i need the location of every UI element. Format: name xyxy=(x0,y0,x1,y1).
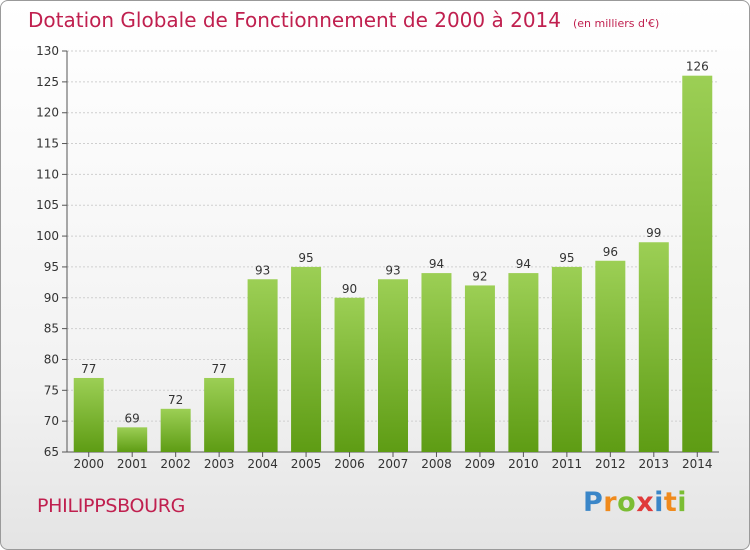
proxiti-logo: Proxiti xyxy=(583,487,687,518)
x-tick-label: 2008 xyxy=(421,457,452,471)
y-tick-label: 95 xyxy=(44,260,59,274)
logo-letter: i xyxy=(677,487,688,518)
bar xyxy=(638,242,669,452)
y-tick-label: 105 xyxy=(36,198,59,212)
bar xyxy=(291,266,322,452)
logo-letter: r xyxy=(603,487,618,518)
bar xyxy=(682,75,713,452)
bar xyxy=(160,408,191,452)
y-tick-label: 90 xyxy=(44,291,59,305)
y-tick-label: 70 xyxy=(44,414,59,428)
bar-value-label: 77 xyxy=(211,362,226,376)
x-tick-label: 2010 xyxy=(508,457,539,471)
y-tick-label: 130 xyxy=(36,44,59,58)
bar xyxy=(73,377,104,452)
bar xyxy=(508,273,539,452)
x-tick-label: 2013 xyxy=(639,457,670,471)
logo-letter: o xyxy=(617,487,637,518)
x-tick-label: 2003 xyxy=(204,457,235,471)
logo-letter: i xyxy=(654,487,664,518)
bar xyxy=(334,297,365,452)
bar xyxy=(247,279,278,452)
y-tick-label: 80 xyxy=(44,352,59,366)
bar-value-label: 72 xyxy=(168,393,183,407)
bar-value-label: 95 xyxy=(559,251,574,265)
y-tick-label: 120 xyxy=(36,106,59,120)
x-tick-label: 2014 xyxy=(682,457,713,471)
y-tick-label: 125 xyxy=(36,75,59,89)
bar xyxy=(464,285,495,452)
bar-value-label: 69 xyxy=(125,411,140,425)
x-tick-label: 2002 xyxy=(160,457,191,471)
bar-value-label: 95 xyxy=(298,251,313,265)
bar-value-label: 94 xyxy=(429,257,444,271)
logo-letter: t xyxy=(663,487,678,518)
x-tick-label: 2001 xyxy=(117,457,148,471)
x-tick-label: 2005 xyxy=(291,457,322,471)
bar-value-label: 96 xyxy=(603,245,618,259)
logo-letter: x xyxy=(636,487,655,518)
y-tick-label: 100 xyxy=(36,229,59,243)
bar-value-label: 94 xyxy=(516,257,531,271)
chart-title-block: Dotation Globale de Fonctionnement de 20… xyxy=(28,8,659,32)
logo-letter: P xyxy=(583,487,604,518)
bar-value-label: 92 xyxy=(472,269,487,283)
bar xyxy=(117,427,148,452)
bar xyxy=(551,266,582,452)
bar xyxy=(421,273,452,452)
x-tick-label: 2012 xyxy=(595,457,626,471)
bar xyxy=(595,260,626,452)
chart-title: Dotation Globale de Fonctionnement de 20… xyxy=(28,8,561,32)
y-tick-label: 85 xyxy=(44,322,59,336)
bar xyxy=(378,279,408,452)
bar xyxy=(204,377,235,452)
commune-name: PHILIPPSBOURG xyxy=(37,495,186,517)
y-tick-label: 75 xyxy=(44,383,59,397)
x-tick-label: 2000 xyxy=(73,457,104,471)
x-tick-label: 2007 xyxy=(378,457,409,471)
y-tick-label: 110 xyxy=(36,167,59,181)
bar-value-label: 90 xyxy=(342,282,357,296)
bar-value-label: 77 xyxy=(81,362,96,376)
y-tick-label: 115 xyxy=(36,137,59,151)
bar-value-label: 93 xyxy=(255,263,270,277)
bar-value-label: 126 xyxy=(686,60,709,74)
bar-value-label: 99 xyxy=(646,226,661,240)
y-tick-label: 65 xyxy=(44,445,59,459)
x-tick-label: 2011 xyxy=(552,457,583,471)
x-tick-label: 2004 xyxy=(247,457,278,471)
chart-unit-label: (en milliers d'€) xyxy=(573,17,660,30)
x-tick-label: 2006 xyxy=(334,457,365,471)
x-tick-label: 2009 xyxy=(465,457,496,471)
bar-value-label: 93 xyxy=(385,263,400,277)
